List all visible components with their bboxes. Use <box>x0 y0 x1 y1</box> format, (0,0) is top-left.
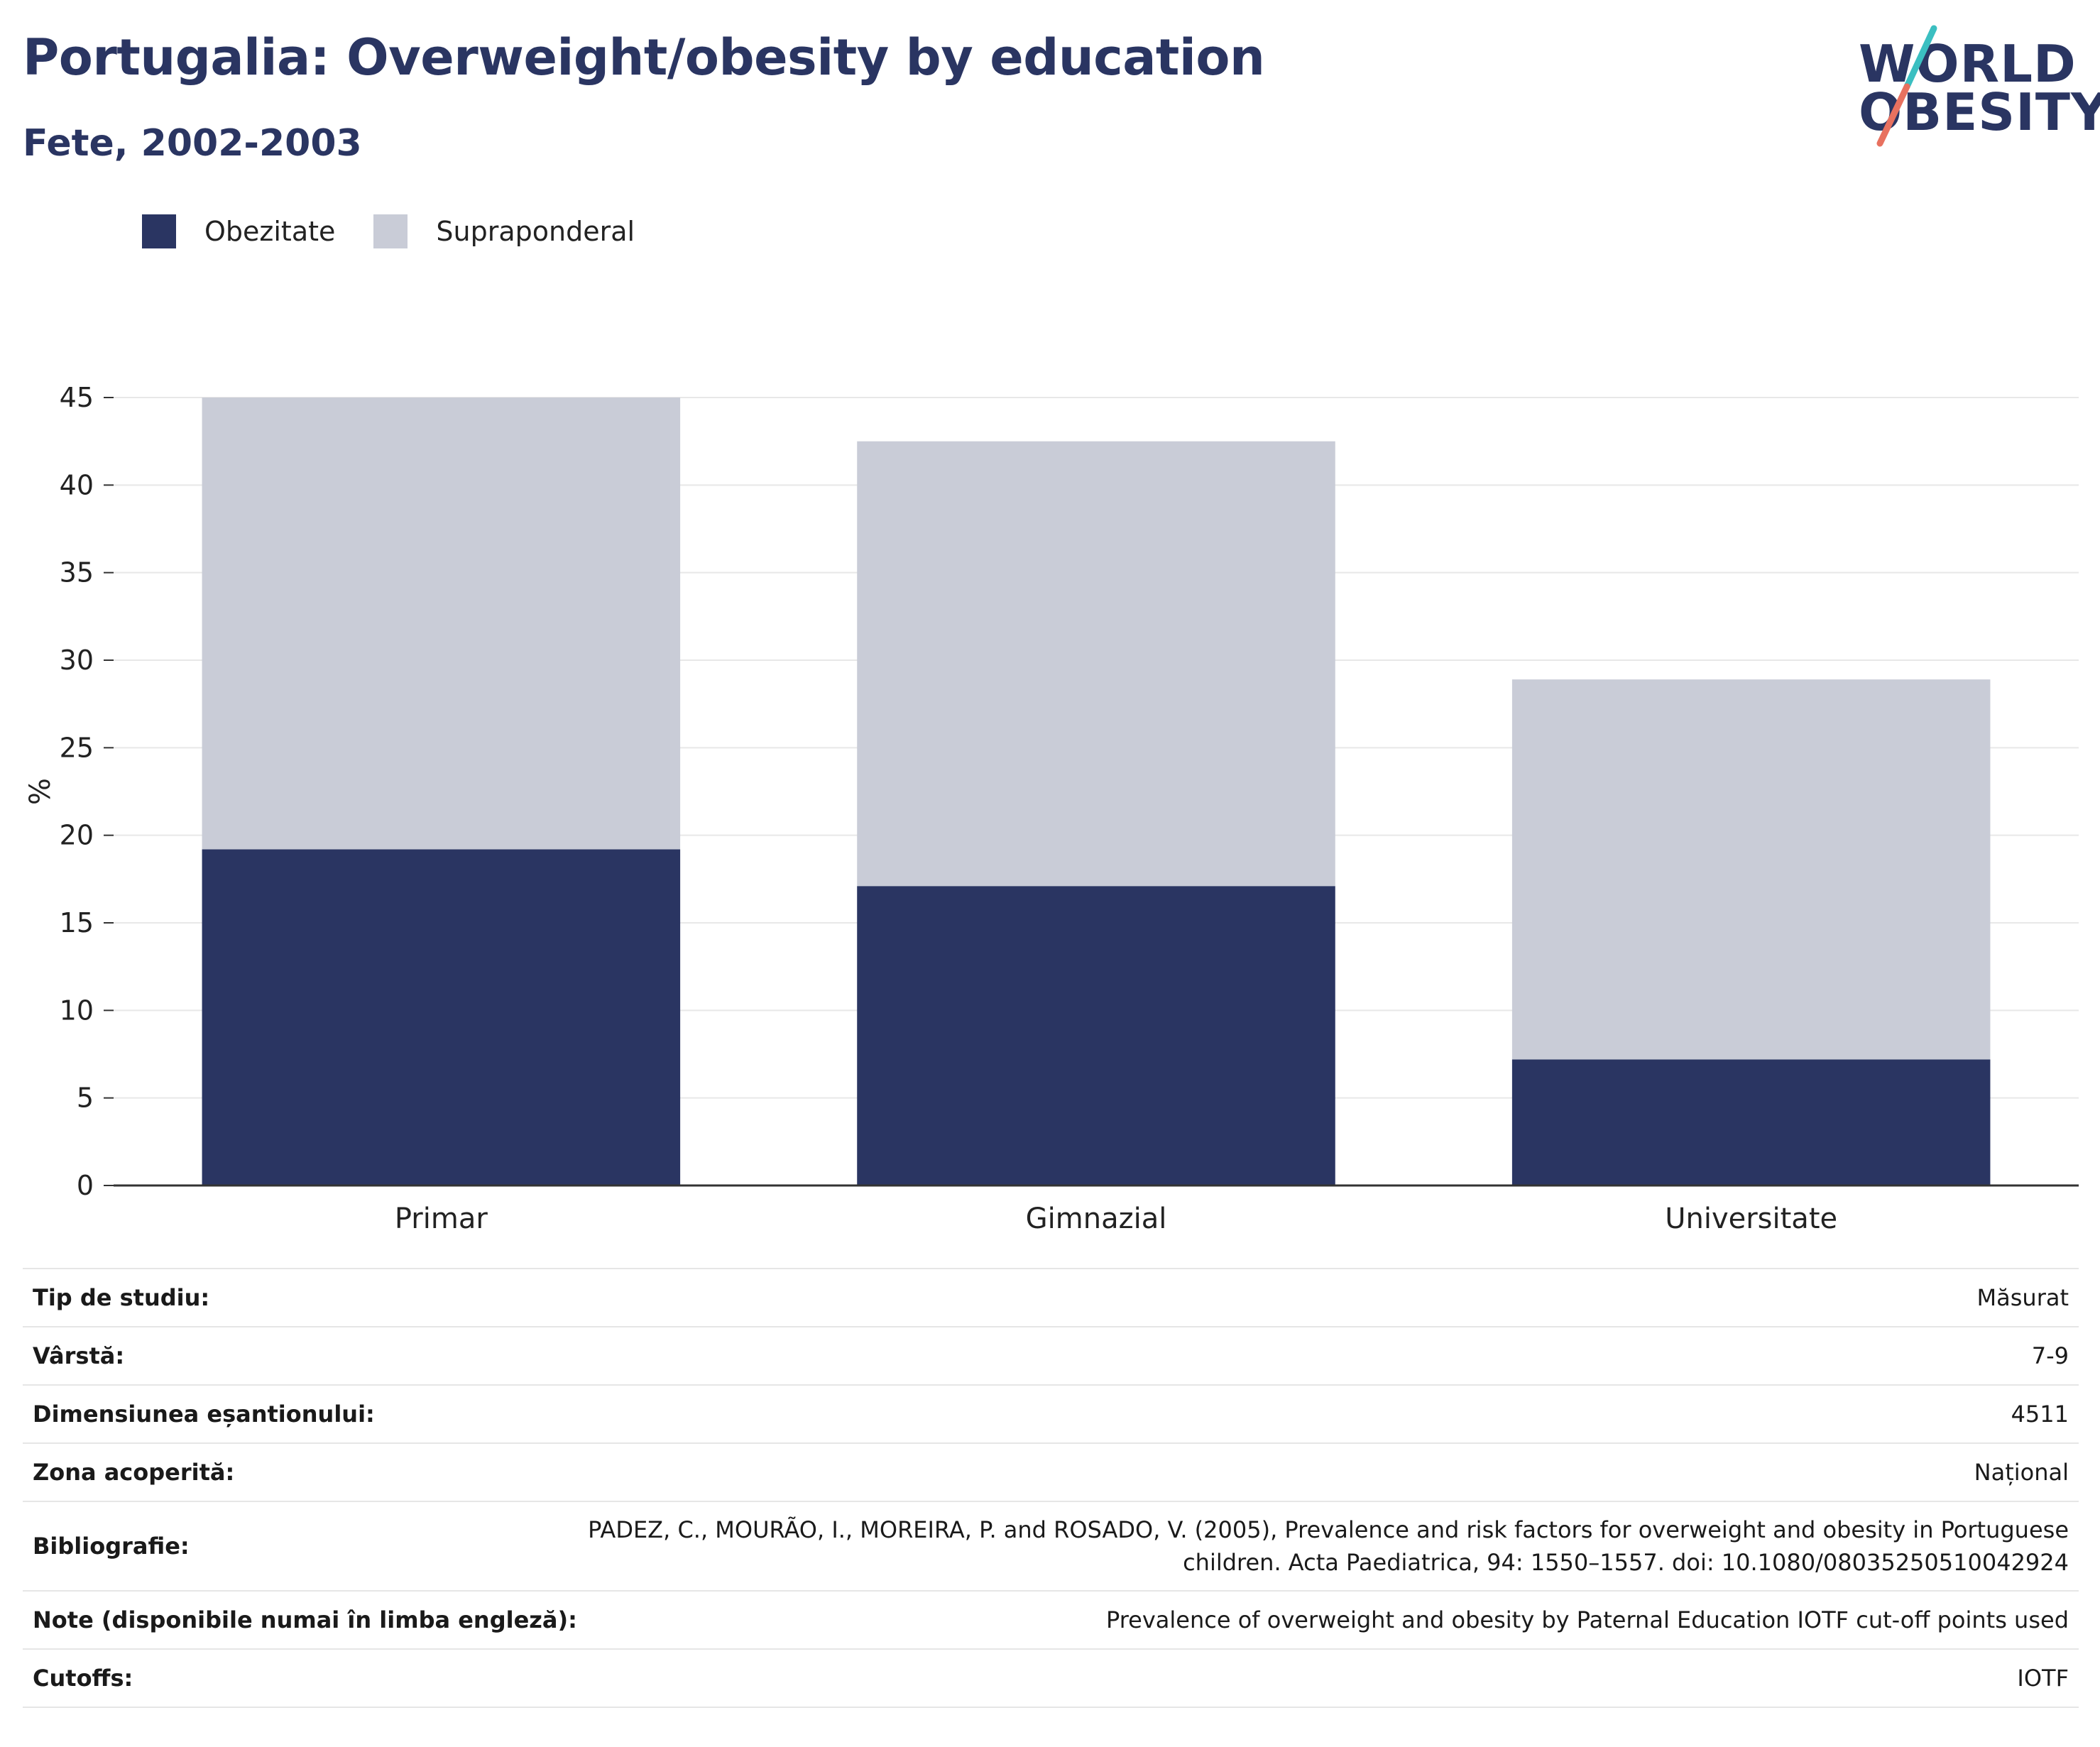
bar-supraponderal-gimnazial <box>857 441 1335 887</box>
legend-swatch-supraponderal <box>373 214 408 248</box>
world-obesity-logo: WORLD OBESITY <box>1853 21 2100 149</box>
bar-supraponderal-primar <box>202 398 681 850</box>
meta-value: 7-9 <box>2031 1342 2069 1369</box>
y-tick-label: 20 <box>60 820 94 851</box>
legend-label-supraponderal: Supraponderal <box>436 216 635 247</box>
meta-label: Vârstă: <box>33 1342 125 1369</box>
meta-label: Cutoffs: <box>33 1665 133 1692</box>
study-details-table: Tip de studiu: Măsurat Vârstă: 7-9 Dimensiun… <box>23 1268 2079 1708</box>
y-tick-label: 30 <box>60 645 94 676</box>
x-tick-label: Universitate <box>1665 1203 1837 1235</box>
bar-obezitate-universitate <box>1511 1059 1991 1185</box>
logo-line-2: OBESITY <box>1859 82 2100 142</box>
bar-obezitate-gimnazial <box>857 886 1335 1185</box>
legend-item-supraponderal[interactable]: Supraponderal <box>373 214 635 248</box>
meta-row: Zona acoperită: Național <box>23 1444 2079 1502</box>
meta-row: Vârstă: 7-9 <box>23 1327 2079 1386</box>
y-axis-label: % <box>24 778 57 805</box>
y-tick-label: 15 <box>60 907 94 938</box>
meta-row: Cutoffs: IOTF <box>23 1650 2079 1708</box>
legend-swatch-obezitate <box>142 214 176 248</box>
y-tick-label: 10 <box>60 995 94 1026</box>
meta-label: Bibliografie: <box>33 1533 190 1560</box>
x-tick-label: Gimnazial <box>1026 1203 1167 1235</box>
x-tick-label: Primar <box>395 1203 488 1235</box>
logo-line-1: WORLD <box>1859 34 2077 94</box>
meta-row: Dimensiunea eșantionului: 4511 <box>23 1386 2079 1444</box>
chart-title: Portugalia: Overweight/obesity by educat… <box>23 28 1265 87</box>
meta-label: Dimensiunea eșantionului: <box>33 1401 375 1428</box>
meta-row: Note (disponibile numai în limba engleză… <box>23 1592 2079 1650</box>
y-tick-label: 35 <box>60 557 94 588</box>
meta-value: Național <box>1974 1459 2069 1486</box>
legend-label-obezitate: Obezitate <box>204 216 336 247</box>
logo-slash-icon <box>1876 25 1937 147</box>
legend-item-obezitate[interactable]: Obezitate <box>142 214 335 248</box>
meta-label: Note (disponibile numai în limba engleză… <box>33 1606 577 1633</box>
chart-legend: Obezitate Supraponderal <box>142 210 673 253</box>
bar-obezitate-primar <box>202 849 681 1185</box>
bar-chart: 0 5 10 15 20 25 30 35 40 45% Primar Gimnazial Univer… <box>24 382 2079 1235</box>
chart-subtitle: Fete, 2002-2003 <box>23 122 362 165</box>
y-tick-label: 45 <box>60 382 94 413</box>
y-tick-label: 5 <box>77 1083 94 1114</box>
y-tick-label: 40 <box>60 469 94 500</box>
y-tick-label: 25 <box>60 732 94 763</box>
meta-value: PADEZ, C., MOURÃO, I., MOREIRA, P. and R… <box>588 1516 2069 1576</box>
meta-row: Bibliografie: PADEZ, C., MOURÃO, I., MORE… <box>23 1502 2079 1592</box>
bar-supraponderal-universitate <box>1511 679 1991 1060</box>
meta-value: 4511 <box>2011 1401 2069 1428</box>
meta-value: Prevalence of overweight and obesity by … <box>1105 1606 2069 1633</box>
meta-label: Zona acoperită: <box>33 1459 235 1486</box>
meta-label: Tip de studiu: <box>33 1284 210 1311</box>
meta-value: Măsurat <box>1976 1284 2069 1311</box>
meta-row: Tip de studiu: Măsurat <box>23 1269 2079 1327</box>
y-tick-label: 0 <box>77 1170 94 1201</box>
meta-value: IOTF <box>2017 1665 2069 1692</box>
